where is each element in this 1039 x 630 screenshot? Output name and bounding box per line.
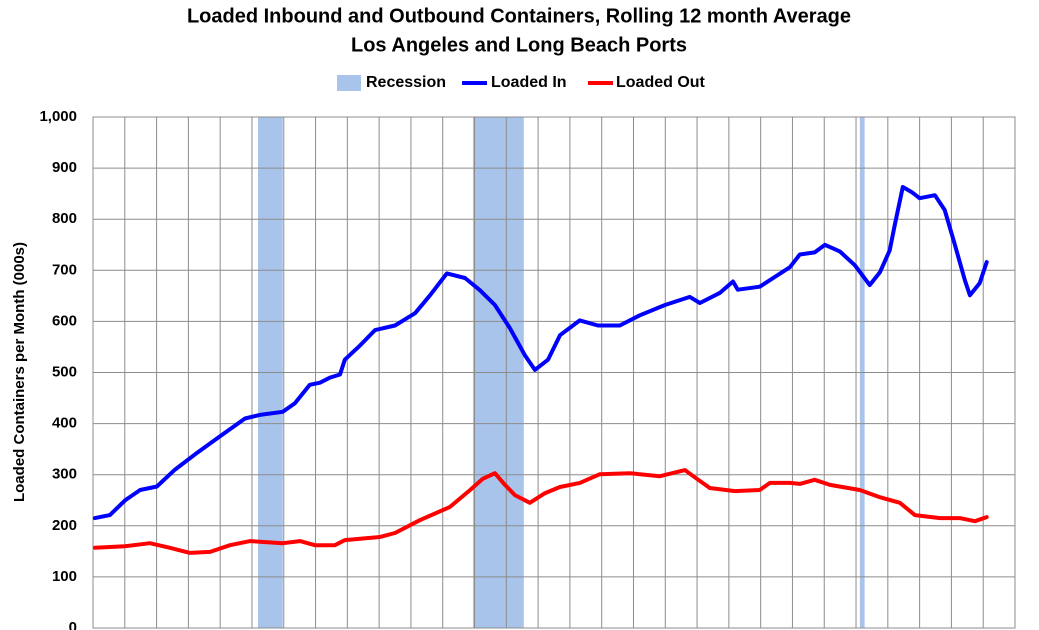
legend-label: Recession bbox=[366, 74, 446, 91]
chart-title: Loaded Inbound and Outbound Containers, … bbox=[187, 5, 851, 27]
series-line bbox=[92, 468, 989, 555]
y-tick-label: 200 bbox=[52, 517, 77, 534]
plot-border bbox=[92, 116, 1016, 629]
legend-label: Loaded Out bbox=[616, 74, 706, 91]
y-tick-label: 100 bbox=[52, 568, 77, 585]
y-tick-label: 300 bbox=[52, 466, 77, 483]
y-tick-label: 600 bbox=[52, 312, 77, 329]
legend-swatch bbox=[337, 75, 361, 91]
chart-subtitle: Los Angeles and Long Beach Ports bbox=[351, 34, 687, 56]
y-tick-label: 800 bbox=[52, 210, 77, 227]
legend-label: Loaded In bbox=[491, 74, 567, 91]
y-tick-label: 400 bbox=[52, 415, 77, 432]
series-line bbox=[92, 185, 989, 521]
y-tick-label: 500 bbox=[52, 363, 77, 380]
y-tick-label: 900 bbox=[52, 159, 77, 176]
y-tick-label: 700 bbox=[52, 261, 77, 278]
y-tick-label: 1,000 bbox=[39, 108, 77, 125]
y-axis-title: Loaded Containers per Month (000s) bbox=[11, 242, 28, 502]
y-tick-label: 0 bbox=[69, 619, 77, 630]
